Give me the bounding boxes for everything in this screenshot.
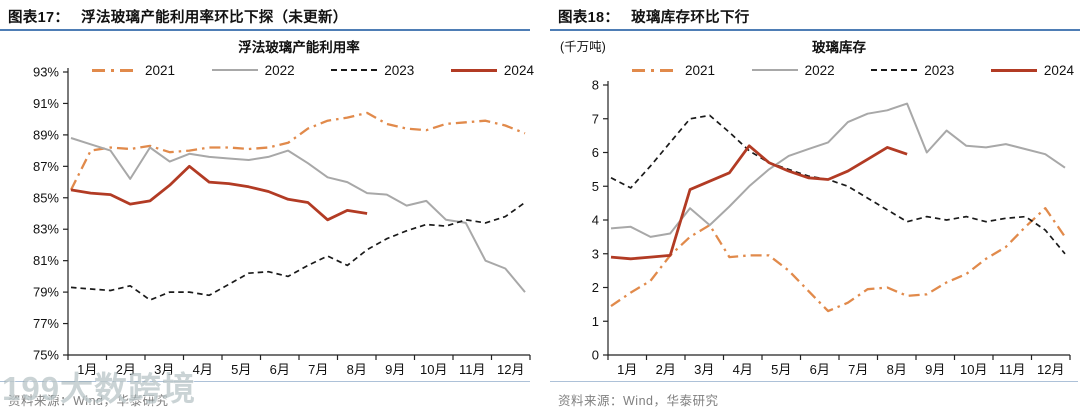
y-tick-label: 89% [33,127,59,142]
series-line-2024 [70,164,368,222]
x-tick-label: 12月 [1037,362,1064,377]
y-tick-label: 0 [592,348,599,363]
legend-item-2021: 2021 [632,63,715,78]
series-line-2021 [610,207,1066,313]
x-tick-label: 11月 [999,362,1026,377]
y-tick-label: 2 [592,280,599,295]
figure-18-header: 图表18： 玻璃库存环比下行 [558,6,1070,27]
legend-swatch-2023 [871,69,918,71]
y-tick-label: 5 [592,179,599,194]
legend-label-2022: 2022 [264,62,295,78]
legend-item-2022: 2022 [211,62,295,78]
series-line-2024 [610,144,908,261]
y-tick-label: 8 [592,78,599,93]
y-tick-label: 93% [33,65,59,80]
x-tick-label: 7月 [308,362,328,377]
footer-divider [550,381,1078,382]
legend-label-2023: 2023 [924,62,955,78]
line-chart-inventory: 8 7 6 5 4 3 2 1 0 1月 2月 3月 4月 5月 6月 7月 8月 9月 10月 11月 12月 [592,78,1071,377]
legend-swatch-2021 [632,68,678,72]
series-line-2023 [610,114,1066,255]
footer-divider [0,381,530,382]
x-tick-label: 2月 [656,362,676,377]
legend-label-2024: 2024 [1043,62,1074,78]
x-tick-label: 1月 [617,362,637,377]
x-tick-label: 9月 [925,362,945,377]
x-tick-label: 9月 [385,362,405,377]
x-tick-label: 10月 [420,362,447,377]
legend-swatch-2024 [990,68,1037,72]
x-tick-label: 1月 [77,362,97,377]
legend-item-2023: 2023 [331,63,414,78]
y-tick-label: 3 [592,246,599,261]
x-tick-label: 7月 [848,362,868,377]
y-tick-label: 83% [33,222,59,237]
x-tick-label: 3月 [154,362,174,377]
x-tick-label: 4月 [733,362,753,377]
figure-17-title: 浮法玻璃产能利用率环比下探（未更新） [81,10,348,26]
legend-swatch-2022 [751,69,798,71]
source-note: 资料来源：Wind，华泰研究 [558,394,719,408]
y-axis-unit: (千万吨) [560,40,606,54]
figure-18: 图表18： 玻璃库存环比下行 (千万吨) 玻璃库存 2021 2022 2023 … [540,0,1080,420]
y-tick-label: 7 [592,111,599,126]
x-tick-label: 5月 [231,362,251,377]
legend-label-2024: 2024 [503,62,534,78]
axes [607,81,1070,356]
figure-18-title: 玻璃库存环比下行 [631,10,750,26]
legend-swatch-2023 [331,69,378,71]
x-tick-label: 10月 [960,362,987,377]
legend-swatch-2024 [450,68,497,72]
axes [67,68,530,356]
x-tick-label: 8月 [347,362,367,377]
series-line-2022 [70,137,526,293]
x-tick-label: 6月 [810,362,830,377]
legend: 2021 2022 2023 2024 [632,61,1074,79]
x-tick-label: 11月 [459,362,486,377]
legend: 2021 2022 2023 2024 [92,61,534,79]
legend-item-2021: 2021 [92,63,175,78]
legend-label-2022: 2022 [804,62,835,78]
y-tick-label: 75% [33,348,59,363]
x-tick-label: 12月 [497,362,524,377]
x-tick-label: 2月 [116,362,136,377]
y-tick-label: 77% [33,316,59,331]
legend-swatch-2021 [92,68,138,72]
legend-label-2021: 2021 [145,62,176,78]
chart-title: 玻璃库存 [812,40,866,55]
legend-item-2023: 2023 [871,63,954,78]
y-tick-label: 81% [33,253,59,268]
x-tick-label: 4月 [193,362,213,377]
figure-17-label: 图表17： [8,10,70,26]
x-tick-label: 6月 [270,362,290,377]
y-tick-label: 91% [33,96,59,111]
y-tick-label: 79% [33,285,59,300]
y-tick-label: 87% [33,159,59,174]
legend-label-2023: 2023 [384,62,415,78]
legend-label-2021: 2021 [685,62,716,78]
legend-item-2024: 2024 [990,62,1074,78]
figure-18-label: 图表18： [558,10,620,26]
legend-swatch-2022 [211,69,258,71]
figure-17-header: 图表17： 浮法玻璃产能利用率环比下探（未更新） [8,6,530,27]
x-tick-label: 5月 [771,362,791,377]
x-tick-label: 3月 [694,362,714,377]
legend-item-2022: 2022 [751,62,835,78]
y-tick-label: 85% [33,190,59,205]
source-note: 资料来源：Wind，华泰研究 [8,394,169,408]
header-divider [0,29,530,31]
y-tick-label: 6 [592,145,599,160]
series-line-2023 [70,201,526,301]
y-tick-label: 1 [592,314,599,329]
y-tick-label: 4 [592,213,599,228]
x-tick-label: 8月 [887,362,907,377]
series-line-2021 [69,111,526,191]
chart-title: 浮法玻璃产能利用率 [238,40,360,55]
figure-17: 图表17： 浮法玻璃产能利用率环比下探（未更新） 浮法玻璃产能利用率 2021 2… [0,6,534,408]
legend-item-2024: 2024 [450,62,534,78]
line-chart-utilization: 93% 91% 89% 87% 85% 83% 81% 79% 77% 75% 1月 2月 3月 4月 5月… [33,65,531,377]
series-line-2022 [610,102,1066,238]
header-divider [550,29,1080,31]
